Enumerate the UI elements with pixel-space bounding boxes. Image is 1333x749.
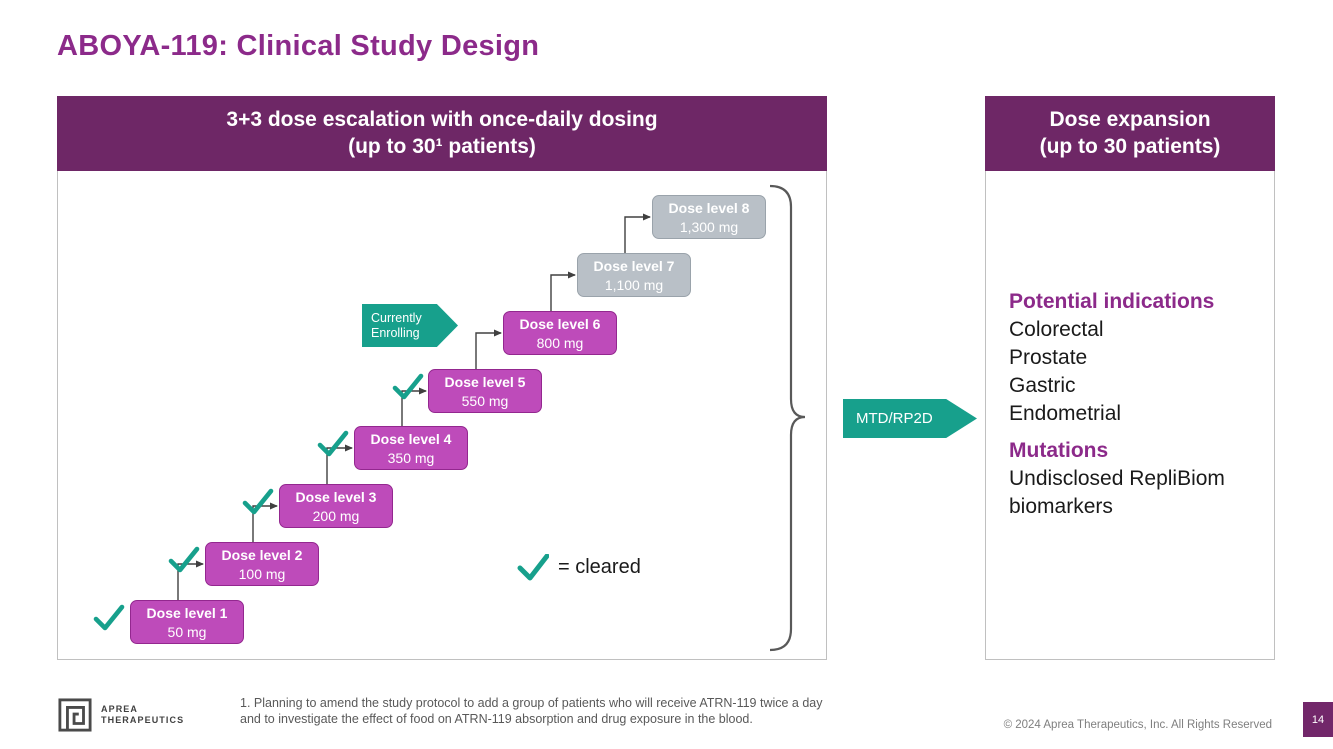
dose-level-box-7: Dose level 7 1,100 mg [577, 253, 691, 297]
legend-cleared: = cleared [517, 554, 641, 581]
check-icon [517, 554, 549, 581]
mtd-rp2d-label: MTD/RP2D [856, 410, 933, 427]
expansion-panel-header: Dose expansion (up to 30 patients) [985, 96, 1275, 171]
dose-level-title: Dose level 2 [221, 547, 303, 563]
indication-item: Colorectal [1009, 318, 1104, 341]
logo-line2: THERAPEUTICS [101, 715, 185, 725]
section-heading: Potential indications [1009, 290, 1215, 313]
escalation-panel-header: 3+3 dose escalation with once-daily dosi… [57, 96, 827, 171]
indication-item: Prostate [1009, 346, 1088, 369]
currently-enrolling-line2: Enrolling [371, 326, 420, 340]
currently-enrolling-arrow: Currently Enrolling [362, 304, 458, 347]
dose-level-box-5: Dose level 5 550 mg [428, 369, 542, 413]
expansion-section-mutations: Mutations Undisclosed RepliBiom biomarke… [1009, 437, 1261, 521]
currently-enrolling-line1: Currently [371, 311, 422, 325]
dose-level-box-4: Dose level 4 350 mg [354, 426, 468, 470]
dose-level-box-8: Dose level 8 1,300 mg [652, 195, 766, 239]
dose-level-box-3: Dose level 3 200 mg [279, 484, 393, 528]
dose-level-title: Dose level 6 [519, 316, 601, 332]
copyright-text: © 2024 Aprea Therapeutics, Inc. All Righ… [1003, 719, 1272, 731]
page-number: 14 [1311, 713, 1325, 726]
aprea-logo-text: APREA THERAPEUTICS [101, 704, 184, 726]
dose-level-box-6: Dose level 6 800 mg [503, 311, 617, 355]
mutation-item: Undisclosed RepliBiom biomarkers [1009, 467, 1225, 518]
legend-label: = cleared [558, 556, 641, 578]
escalation-panel-body [57, 171, 827, 660]
dose-level-title: Dose level 5 [444, 374, 526, 390]
page-number-badge: 14 [1303, 702, 1333, 737]
expansion-header-line2: (up to 30 patients) [1039, 135, 1221, 158]
dose-level-dose: 800 mg [536, 335, 584, 351]
dose-level-dose: 550 mg [461, 393, 509, 409]
mtd-rp2d-arrow: MTD/RP2D [843, 399, 977, 438]
dose-level-dose: 1,100 mg [604, 277, 664, 293]
indication-item: Gastric [1009, 374, 1076, 397]
expansion-panel-body [985, 171, 1275, 660]
footnote: 1. Planning to amend the study protocol … [240, 695, 823, 727]
logo-line1: APREA [101, 704, 139, 714]
dose-level-dose: 100 mg [238, 566, 286, 582]
dose-level-title: Dose level 7 [593, 258, 675, 274]
dose-level-title: Dose level 3 [295, 489, 377, 505]
aprea-logo-icon [58, 698, 92, 732]
dose-level-dose: 50 mg [167, 624, 207, 640]
dose-level-title: Dose level 1 [146, 605, 228, 621]
footnote-line1: 1. Planning to amend the study protocol … [240, 696, 823, 710]
dose-level-dose: 1,300 mg [679, 219, 739, 235]
expansion-section-indications: Potential indications Colorectal Prostat… [1009, 288, 1261, 428]
indication-item: Endometrial [1009, 402, 1122, 425]
footnote-line2: and to investigate the effect of food on… [240, 712, 753, 726]
dose-level-box-1: Dose level 1 50 mg [130, 600, 244, 644]
dose-level-dose: 200 mg [312, 508, 360, 524]
dose-level-box-2: Dose level 2 100 mg [205, 542, 319, 586]
escalation-header-line1: 3+3 dose escalation with once-daily dosi… [226, 108, 658, 131]
expansion-header-line1: Dose expansion [1049, 108, 1211, 131]
section-heading: Mutations [1009, 439, 1109, 462]
dose-level-title: Dose level 4 [370, 431, 452, 447]
aprea-logo: APREA THERAPEUTICS [57, 698, 184, 732]
dose-level-dose: 350 mg [387, 450, 435, 466]
expansion-content: Potential indications Colorectal Prostat… [1009, 288, 1261, 521]
dose-level-title: Dose level 8 [668, 200, 750, 216]
page-title: ABOYA-119: Clinical Study Design [57, 30, 540, 62]
escalation-header-line2: (up to 30¹ patients) [348, 135, 536, 158]
